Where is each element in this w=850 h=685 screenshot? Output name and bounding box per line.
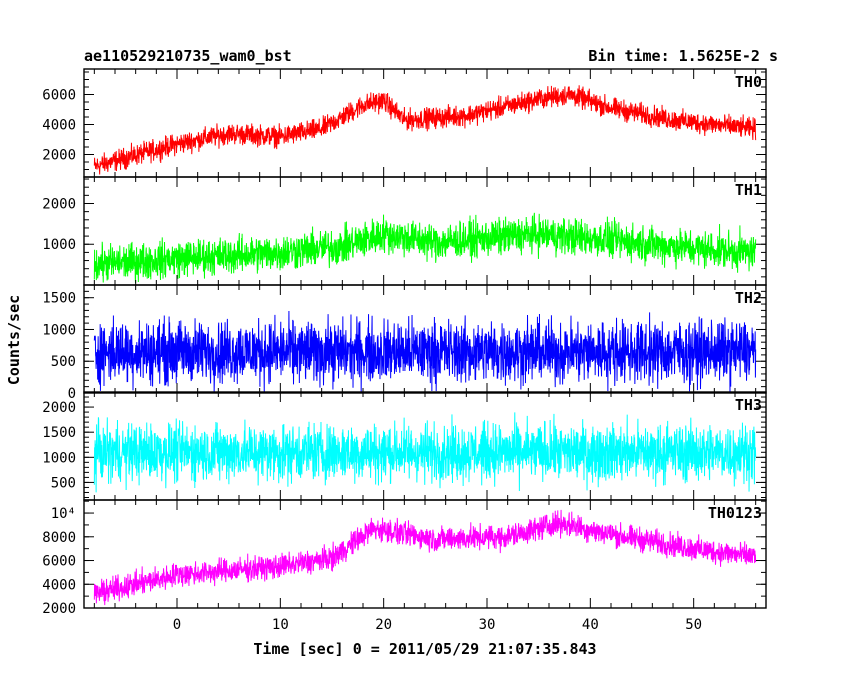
x-tick-label: 50 [685, 617, 702, 633]
x-tick-label: 20 [375, 617, 392, 633]
series-line-th0 [93, 85, 757, 175]
x-tick-label: 40 [582, 617, 599, 633]
panel-th0: 2000 4000 6000 TH0 [42, 68, 767, 178]
panel-name-label: TH3 [735, 396, 762, 414]
y-tick-label: 500 [51, 475, 76, 491]
observation-id: ae110529210735_wam0_bst [84, 47, 292, 65]
x-tick-label: 10 [272, 617, 289, 633]
panel-th2: 0 500 1000 1500 TH2 [42, 284, 767, 402]
y-tick-label: 500 [51, 354, 76, 370]
y-tick-label: 8000 [42, 530, 76, 546]
bin-time-label: Bin time: 1.5625E-2 s [588, 47, 778, 65]
y-tick-label: 1500 [42, 291, 76, 307]
y-tick-label: 6000 [42, 88, 76, 104]
panel-name-label: TH0 [735, 73, 762, 91]
panel-th1: 1000 2000 TH1 [42, 176, 767, 286]
y-tick-label: 2000 [42, 400, 76, 416]
y-tick-label: 1000 [42, 450, 76, 466]
panel-name-label: TH2 [735, 289, 762, 307]
y-tick-label: 4000 [42, 577, 76, 593]
panel-name-label: TH0123 [708, 504, 762, 522]
y-tick-label: 2000 [42, 196, 76, 212]
panel-th0123: 2000 4000 6000 8000 10⁴ TH0123 0 10 20 30 40 50 [42, 499, 767, 633]
y-tick-label: 1500 [42, 425, 76, 441]
series-line-th1 [93, 212, 757, 283]
y-tick-label: 0 [68, 386, 76, 402]
series-line-th2 [93, 311, 757, 393]
y-tick-label: 1000 [42, 237, 76, 253]
y-tick-label: 1000 [42, 322, 76, 338]
y-tick-label: 2000 [42, 148, 76, 164]
series-line-th3 [93, 412, 757, 493]
panel-th3: 500 1000 1500 2000 TH3 [42, 391, 767, 501]
y-tick-label: 4000 [42, 118, 76, 134]
y-axis-label: Counts/sec [5, 295, 23, 385]
y-tick-label: 6000 [42, 554, 76, 570]
x-tick-label: 30 [479, 617, 496, 633]
x-axis-label: Time [sec] 0 = 2011/05/29 21:07:35.843 [253, 640, 596, 658]
panel-frame [83, 499, 767, 609]
x-tick-label: 0 [173, 617, 181, 633]
panel-name-label: TH1 [735, 181, 762, 199]
series-line-th0123 [93, 509, 757, 606]
y-tick-label: 10⁴ [51, 506, 76, 522]
y-tick-label: 2000 [42, 601, 76, 617]
